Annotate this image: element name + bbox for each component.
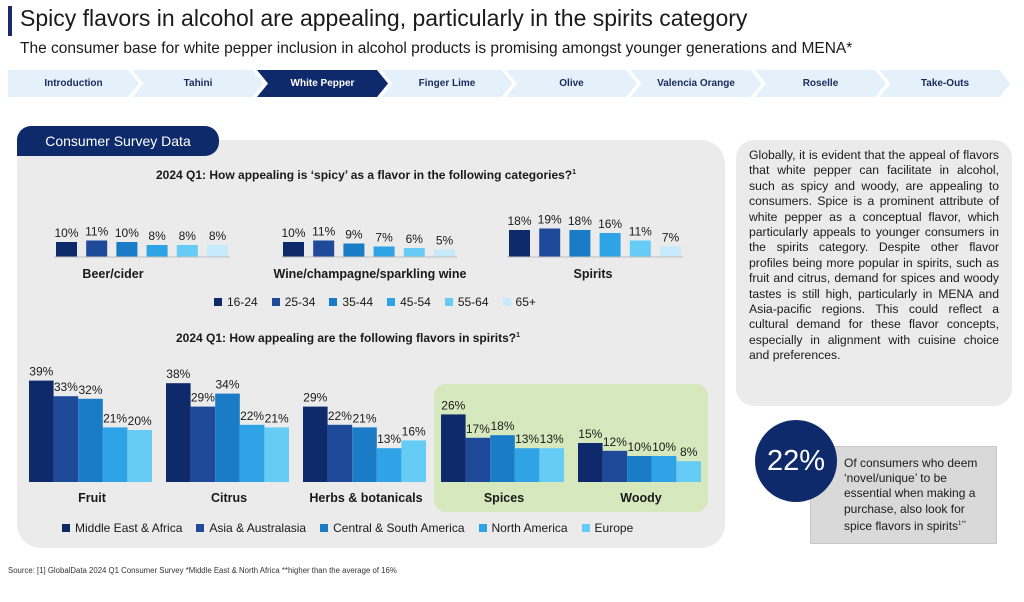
insight-text: Globally, it is evident that the appeal … bbox=[749, 148, 999, 363]
chart1-title: 2024 Q1: How appealing is ‘spicy’ as a f… bbox=[156, 168, 577, 182]
legend-item-65: 65+ bbox=[502, 295, 536, 309]
legend-label: Central & South America bbox=[333, 521, 465, 535]
legend-swatch bbox=[271, 298, 280, 306]
legend-item-16-24: 16-24 bbox=[214, 295, 258, 309]
stat-circle: 22% bbox=[755, 420, 837, 502]
legend-swatch bbox=[320, 524, 329, 532]
legend-label: 35-44 bbox=[342, 295, 374, 309]
legend-item-europe: Europe bbox=[581, 521, 634, 535]
chart1-legend: 16-24 25-34 35-44 45-54 55-64 65+ bbox=[214, 295, 550, 309]
legend-swatch bbox=[581, 524, 590, 532]
legend-swatch bbox=[62, 524, 70, 532]
chart2-legend: Middle East & Africa Asia & Australasia Ce… bbox=[62, 521, 647, 535]
legend-label: 55-64 bbox=[457, 295, 489, 309]
nav-tab-roselle[interactable]: Roselle bbox=[755, 70, 886, 97]
nav-tab-tahini[interactable]: Tahini bbox=[133, 70, 264, 97]
legend-label: Europe bbox=[594, 521, 634, 535]
insight-card: Globally, it is evident that the appeal … bbox=[736, 140, 1012, 406]
legend-swatch bbox=[478, 524, 487, 532]
legend-swatch bbox=[196, 524, 205, 532]
title-accent-bar bbox=[8, 6, 12, 36]
legend-item-25-34: 25-34 bbox=[271, 295, 316, 309]
legend-item-35-44: 35-44 bbox=[329, 295, 373, 309]
nav-tab-valencia-orange[interactable]: Valencia Orange bbox=[631, 70, 762, 97]
highlight-panel bbox=[434, 384, 708, 512]
survey-tab: Consumer Survey Data bbox=[17, 126, 219, 156]
legend-label: Middle East & Africa bbox=[75, 521, 183, 535]
legend-item-north-america: North America bbox=[478, 521, 568, 535]
nav-tab-olive[interactable]: Olive bbox=[506, 70, 637, 97]
stat-text: Of consumers who deem ‘novel/unique’ to … bbox=[844, 456, 978, 533]
legend-item-55-64: 55-64 bbox=[444, 295, 489, 309]
legend-label: 65+ bbox=[515, 295, 536, 309]
legend-item-asia-australasia: Asia & Australasia bbox=[196, 521, 306, 535]
chart2-title: 2024 Q1: How appealing are the following… bbox=[176, 331, 520, 345]
nav-tab-take-outs[interactable]: Take-Outs bbox=[880, 70, 1011, 97]
legend-item-45-54: 45-54 bbox=[387, 295, 431, 309]
legend-label: 45-54 bbox=[400, 295, 431, 309]
legend-item-central-south-america: Central & South America bbox=[320, 521, 465, 535]
stat-box: Of consumers who deem ‘novel/unique’ to … bbox=[810, 446, 997, 544]
legend-label: North America bbox=[491, 521, 568, 535]
nav-tab-introduction[interactable]: Introduction bbox=[8, 70, 139, 97]
nav-tab-white-pepper[interactable]: White Pepper bbox=[257, 70, 388, 97]
legend-swatch bbox=[444, 298, 453, 306]
legend-swatch bbox=[214, 298, 222, 306]
legend-swatch bbox=[329, 298, 338, 306]
legend-label: 25-34 bbox=[284, 295, 316, 309]
page-title: Spicy flavors in alcohol are appealing, … bbox=[20, 5, 748, 31]
legend-swatch bbox=[502, 298, 511, 306]
section-nav: Introduction Tahini White Pepper Finger Lim… bbox=[8, 70, 1023, 97]
legend-swatch bbox=[387, 298, 396, 306]
legend-label: Asia & Australasia bbox=[209, 521, 307, 535]
nav-tab-finger-lime[interactable]: Finger Lime bbox=[382, 70, 513, 97]
page-subtitle: The consumer base for white pepper inclu… bbox=[20, 40, 853, 57]
legend-label: 16-24 bbox=[227, 295, 258, 309]
source-footnote: Source: [1] GlobalData 2024 Q1 Consumer … bbox=[8, 566, 397, 575]
legend-item-middle-east-africa: Middle East & Africa bbox=[62, 521, 182, 535]
